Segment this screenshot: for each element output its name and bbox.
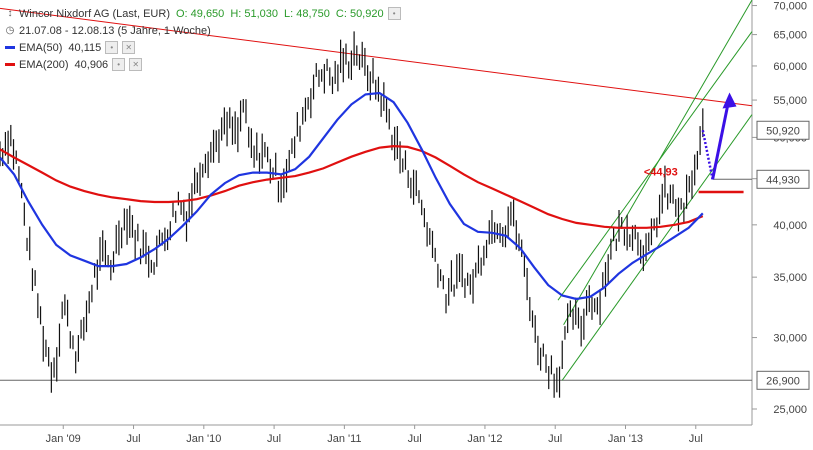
x-tick-label: Jul [548, 433, 562, 445]
resistance-trendline [0, 7, 753, 107]
price-label-26900: 26,900 [756, 370, 810, 390]
price-bars [0, 31, 704, 398]
ema50-swatch [5, 46, 15, 49]
price-label-text: 50,920 [766, 125, 800, 137]
x-tick-label: Jan '13 [608, 433, 643, 445]
price-label-50920: 50,920 [756, 120, 810, 140]
projection-arrowhead [722, 92, 737, 109]
projection-dotted-line [701, 130, 714, 180]
y-tick-label: 70,000 [773, 1, 807, 13]
channel-line-3 [563, 0, 753, 325]
y-tick-label: 65,000 [773, 30, 807, 42]
ema200-remove-button[interactable]: ✕ [129, 58, 143, 71]
legend-row-period: ◷ 21.07.08 - 12.08.13 (5 Jahre, 1 Woche) [4, 22, 401, 39]
x-tick-label: Jul [267, 433, 281, 445]
price-label-text: 44,930 [766, 174, 800, 186]
channel-line-2 [557, 31, 753, 301]
price-label-box [756, 120, 810, 140]
ema50-label: EMA(50) [19, 41, 63, 54]
price-label-box [756, 169, 810, 189]
instrument-name: Wincor Nixdorf AG (Last, EUR) [19, 7, 170, 20]
x-tick-label: Jan '12 [467, 433, 502, 445]
ema200-line [0, 144, 704, 229]
ema200-label: EMA(200) [19, 58, 69, 71]
y-tick-label: 35,000 [773, 272, 807, 284]
ema200-value: 40,906 [74, 58, 109, 71]
chart-type-icon: ↕ [7, 8, 13, 19]
y-tick-label: 30,000 [773, 333, 807, 345]
ema50-remove-button[interactable]: ✕ [122, 41, 136, 54]
y-tick-label: 60,000 [773, 61, 807, 73]
settings-button[interactable]: • [387, 7, 401, 20]
ohlc-high: H: 51,030 [230, 7, 279, 20]
x-tick-label: Jan '09 [46, 433, 81, 445]
y-tick-label: 40,000 [773, 220, 807, 232]
ema50-settings-button[interactable]: • [105, 41, 119, 54]
clock-icon: ◷ [5, 25, 15, 36]
ohlc-low: L: 48,750 [284, 7, 330, 20]
ema200-settings-button[interactable]: • [112, 58, 126, 71]
price-label-44930: 44,930 [756, 169, 810, 189]
x-tick-label: Jul [408, 433, 422, 445]
price-label-text: 26,900 [766, 375, 800, 387]
legend-row-instrument: ↕ Wincor Nixdorf AG (Last, EUR) O: 49,65… [4, 5, 401, 22]
chart-legend: ↕ Wincor Nixdorf AG (Last, EUR) O: 49,65… [4, 5, 401, 73]
y-tick-label: 55,000 [773, 95, 807, 107]
annotation-label: <44,93 [644, 166, 678, 178]
ema200-swatch [5, 63, 15, 66]
projection-arrow-line [711, 96, 731, 180]
x-tick-label: Jan '11 [327, 433, 361, 445]
price-label-box [756, 370, 810, 390]
y-tick-label: 25,000 [773, 404, 807, 416]
legend-row-ema50: EMA(50) 40,115 • ✕ [4, 39, 401, 56]
ohlc-close: C: 50,920 [335, 7, 384, 20]
x-tick-label: Jul [689, 433, 703, 445]
ohlc-open: O: 49,650 [175, 7, 225, 20]
x-tick-label: Jan '10 [186, 433, 221, 445]
ema50-value: 40,115 [68, 41, 102, 54]
x-tick-label: Jul [127, 433, 141, 445]
ema50-line [0, 91, 704, 301]
period-text: 21.07.08 - 12.08.13 (5 Jahre, 1 Woche) [19, 24, 211, 37]
legend-row-ema200: EMA(200) 40,906 • ✕ [4, 56, 401, 73]
